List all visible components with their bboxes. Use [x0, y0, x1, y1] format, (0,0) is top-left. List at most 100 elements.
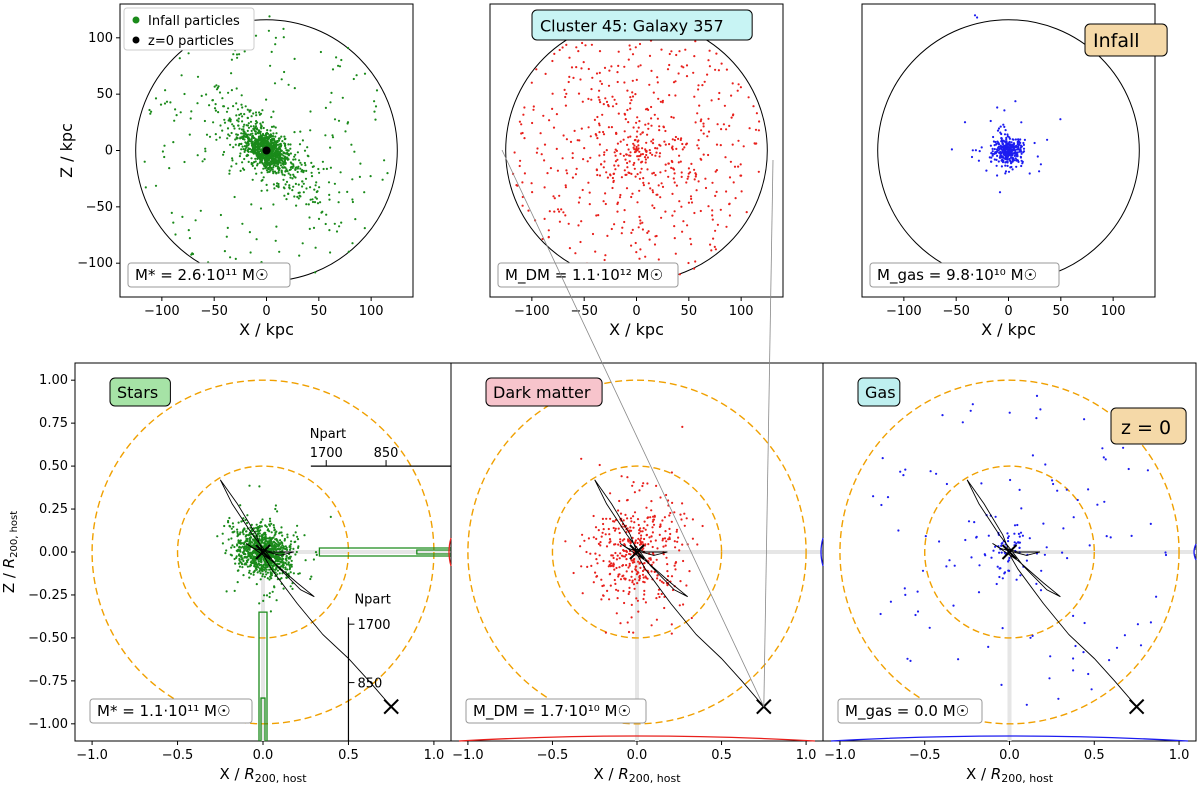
z0-particle [629, 526, 632, 529]
infall-particle [299, 161, 302, 164]
z0-particle [244, 555, 247, 559]
z0-particle [1018, 546, 1021, 550]
infall-particle [625, 173, 628, 176]
infall-particle [288, 168, 291, 172]
infall-particle [609, 174, 612, 177]
host-center-marker [255, 544, 271, 560]
figure-title-box [531, 9, 753, 41]
z0-particle [262, 566, 265, 569]
infall-particle [694, 40, 697, 43]
z0-particle [916, 610, 920, 613]
z0-particle [952, 604, 955, 607]
infall-particle [208, 135, 212, 138]
infall-particle [1017, 138, 1020, 141]
z0-particle [286, 568, 289, 571]
infall-particle [521, 181, 524, 184]
z0-particle [242, 559, 245, 563]
z0-particle [1001, 542, 1004, 545]
infall-particle [275, 144, 278, 148]
z0-particle [265, 594, 269, 597]
infall-particle [190, 110, 193, 113]
z0-particle [253, 564, 256, 568]
infall-particle [254, 148, 258, 151]
z0-particle [619, 578, 623, 581]
infall-particle [273, 159, 276, 163]
infall-particle [293, 175, 296, 178]
infall-particle [530, 81, 533, 84]
infall-particle [249, 133, 252, 136]
infall-particle [188, 133, 191, 136]
infall-particle [251, 143, 254, 146]
z0-particle [234, 562, 237, 565]
infall-particle [298, 254, 301, 257]
infall-particle [730, 116, 733, 119]
infall-particle [309, 186, 312, 189]
infall-particle [1013, 159, 1016, 162]
infall-particle [1014, 145, 1017, 148]
z0-particle [1043, 553, 1046, 556]
infall-particle [226, 226, 229, 229]
z0-particle [272, 540, 275, 543]
infall-particle [241, 161, 244, 164]
z0-particle [655, 618, 659, 621]
infall-particle [270, 50, 273, 54]
x-tick-label: −1.0 [76, 748, 108, 763]
infall-particle [335, 56, 338, 59]
z0-particle [600, 535, 603, 538]
infall-particle [980, 146, 983, 149]
infall-particle [684, 48, 687, 51]
infall-particle [671, 214, 674, 217]
infall-particle [649, 187, 652, 190]
infall-particle [262, 140, 265, 143]
infall-particle [686, 177, 689, 180]
infall-particle [568, 247, 572, 250]
z0-particle [241, 558, 244, 561]
x-axis-label: X / kpc [239, 320, 294, 339]
z0-particle [250, 560, 253, 563]
z0-particle [252, 571, 255, 574]
infall-particle [307, 203, 310, 206]
infall-particle [293, 57, 296, 61]
infall-particle [657, 258, 660, 261]
z0-particle [626, 517, 629, 520]
infall-particle [286, 149, 289, 152]
infall-particle [324, 134, 327, 137]
r200-dashed-circle [839, 379, 1180, 725]
infall-particle [324, 106, 327, 109]
infall-particle [293, 131, 296, 134]
infall-particle [289, 152, 292, 155]
infall-particle [1038, 170, 1041, 173]
z0-particle [607, 527, 610, 531]
infall-particle [310, 161, 313, 164]
z0-particle [239, 555, 242, 558]
infall-particle [1019, 156, 1023, 159]
infall-particle [227, 107, 230, 110]
x-tick-label: −100 [514, 304, 550, 319]
infall-particle [363, 191, 366, 194]
z0-particle [618, 557, 621, 560]
infall-particle [711, 214, 714, 217]
infall-particle [181, 215, 184, 218]
infall-particle [322, 167, 325, 171]
infall-particle [631, 53, 635, 56]
infall-particle [639, 222, 642, 225]
infall-particle [1010, 141, 1013, 144]
x-tick-label: 0.5 [338, 748, 359, 763]
infall-particle [292, 173, 295, 176]
infall-particle [243, 130, 246, 133]
infall-particle [600, 163, 603, 166]
z0-particle [1028, 537, 1031, 540]
infall-particle [222, 105, 226, 108]
infall-particle [687, 175, 690, 178]
z0-particle [659, 579, 662, 582]
infall-particle [664, 163, 667, 166]
z0-particle [275, 538, 278, 541]
z0-particle [1001, 577, 1004, 580]
infall-particle [553, 52, 556, 56]
z0-particle [284, 568, 287, 571]
infall-particle [288, 184, 291, 187]
infall-particle [251, 164, 254, 167]
z0-particle [670, 623, 673, 626]
infall-particle [710, 99, 713, 102]
infall-particle [636, 130, 639, 133]
